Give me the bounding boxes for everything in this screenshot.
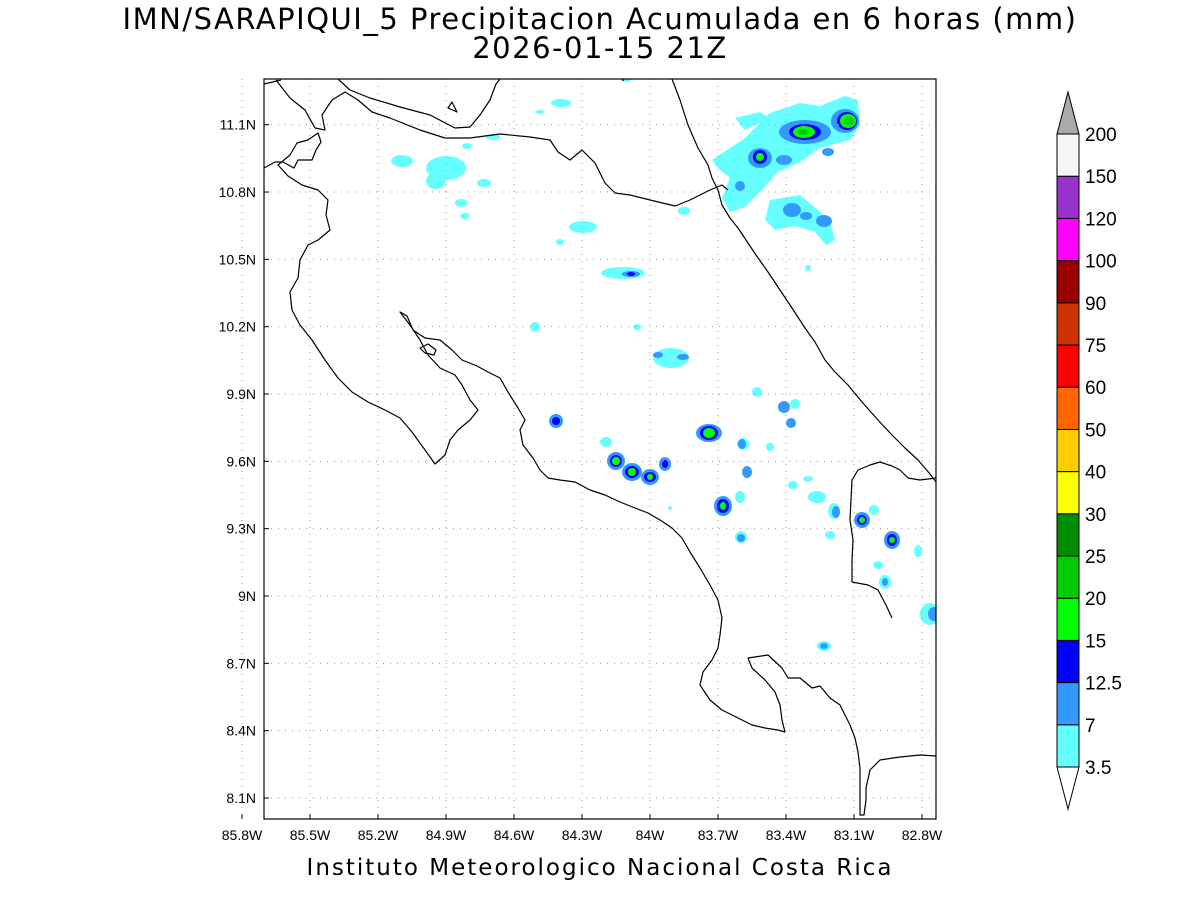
lon-tick-label: 82.8W [902, 827, 943, 843]
coastlines-and-borders [264, 79, 936, 816]
lat-tick-label: 8.1N [226, 790, 256, 806]
lat-tick-label: 10.5N [219, 251, 256, 267]
lon-tick-label: 85.8W [222, 827, 263, 843]
lake-nicaragua-shore [337, 79, 501, 129]
scale-swatch [1056, 724, 1080, 768]
scale-swatch [1056, 471, 1080, 515]
scale-level-label: 60 [1085, 378, 1106, 399]
lat-tick-label: 9.9N [226, 386, 256, 402]
scale-level-label: 20 [1085, 589, 1106, 610]
scale-level-label: 7 [1085, 716, 1096, 737]
costa-rica-pacific-coast [264, 132, 936, 816]
lon-tick-label: 83.1W [834, 827, 875, 843]
panama-border-south [851, 581, 893, 619]
lon-tick-label: 84.3W [562, 827, 603, 843]
costa-rica-caribbean-coast [711, 177, 936, 483]
lat-tick-label: 10.8N [219, 184, 256, 200]
nicaragua-pacific-coast [264, 79, 282, 85]
map-title: IMN/SARAPIQUI_5 Precipitacion Acumulada … [122, 2, 1078, 36]
lat-lon-grid [241, 79, 936, 819]
map-valid-time: 2026-01-15 21Z [472, 31, 728, 65]
scale-level-label: 120 [1085, 209, 1117, 230]
scale-level-label: 90 [1085, 294, 1106, 315]
lat-tick-label: 11.1N [220, 117, 256, 133]
latitude-axis: 11.1N 10.8N 10.5N 10.2N 9.9N 9.6N 9.3N 9N 8.7N 8.… [219, 117, 269, 806]
scale-level-label: 40 [1085, 463, 1106, 484]
lon-tick-label: 83.7W [698, 827, 739, 843]
lat-tick-label: 10.2N [219, 319, 256, 335]
precipitation-color-scale: 3.5 7 12.5 15 20 25 30 40 50 60 75 90 100 120 150 200 [1056, 90, 1122, 811]
lon-tick-label: 84.9W [426, 827, 467, 843]
scale-level-label: 12.5 [1085, 674, 1122, 695]
scale-swatch [1056, 428, 1080, 473]
scale-level-label: 150 [1085, 167, 1117, 188]
lake-island [447, 101, 458, 113]
lon-tick-label: 85.2W [358, 827, 399, 843]
scale-level-label: 50 [1085, 420, 1106, 441]
map-frame [263, 78, 937, 820]
scale-swatch [1056, 597, 1080, 641]
scale-level-label: 15 [1085, 631, 1106, 652]
nicaragua-costa-rica-border [275, 79, 729, 207]
precipitation-layer [391, 79, 936, 651]
institution-credit: Instituto Meteorologico Nacional Costa R… [306, 855, 894, 881]
scale-swatch [1056, 682, 1080, 726]
scale-swatch [1056, 260, 1080, 304]
scale-swatch [1056, 175, 1080, 219]
scale-swatch [1056, 217, 1080, 262]
scale-level-label: 25 [1085, 547, 1106, 568]
lon-tick-label: 85.5W [290, 827, 331, 843]
costa-rica-panama-border [849, 461, 936, 582]
scale-swatch [1056, 133, 1080, 177]
longitude-axis: 85.8W 85.5W 85.2W 84.9W 84.6W 84.3W 84W 83.7W 83… [222, 814, 943, 843]
lat-tick-label: 9.3N [226, 521, 256, 537]
scale-level-label: 30 [1085, 505, 1106, 526]
scale-swatch [1056, 555, 1080, 599]
scale-lower-arrow [1056, 766, 1080, 811]
scale-swatch [1056, 344, 1080, 388]
scale-level-label: 200 [1085, 125, 1117, 146]
lat-tick-label: 9.6N [226, 453, 256, 469]
lat-tick-label: 9N [238, 588, 256, 604]
scale-swatch [1056, 386, 1080, 430]
scale-swatch [1056, 302, 1080, 346]
lon-tick-label: 84.6W [494, 827, 535, 843]
scale-swatch [1056, 639, 1080, 684]
scale-swatch [1056, 513, 1080, 557]
lat-tick-label: 8.4N [226, 723, 256, 739]
scale-level-label: 3.5 [1085, 758, 1111, 779]
scale-upper-arrow [1056, 90, 1080, 135]
scale-level-label: 75 [1085, 336, 1106, 357]
lon-tick-label: 84W [636, 827, 666, 843]
lon-tick-label: 83.4W [766, 827, 807, 843]
nicaragua-caribbean-coast [671, 79, 713, 179]
lat-tick-label: 8.7N [226, 655, 256, 671]
chira-island [419, 343, 437, 356]
scale-level-label: 100 [1085, 252, 1117, 273]
